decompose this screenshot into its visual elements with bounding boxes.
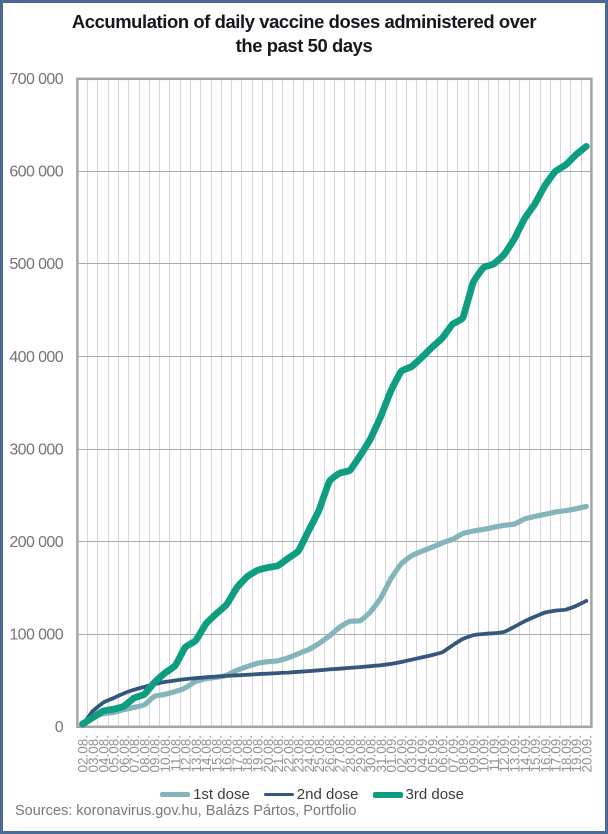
svg-text:03.08.: 03.08. [86, 735, 101, 773]
svg-text:12.08.: 12.08. [179, 735, 194, 773]
svg-text:300 000: 300 000 [9, 441, 63, 458]
svg-text:26.08.: 26.08. [322, 735, 337, 773]
svg-text:31.08.: 31.08. [374, 735, 389, 773]
svg-text:08.08.: 08.08. [137, 735, 152, 773]
svg-text:20.08.: 20.08. [261, 735, 276, 773]
svg-text:700 000: 700 000 [9, 71, 63, 88]
svg-text:21.08.: 21.08. [271, 735, 286, 773]
svg-text:14.09.: 14.09. [518, 735, 533, 773]
svg-text:0: 0 [55, 719, 64, 736]
svg-text:07.08.: 07.08. [127, 735, 142, 773]
svg-text:400 000: 400 000 [9, 349, 63, 366]
svg-text:25.08.: 25.08. [312, 735, 327, 773]
svg-text:09.09.: 09.09. [466, 735, 481, 773]
svg-text:02.09.: 02.09. [394, 735, 409, 773]
svg-text:17.08.: 17.08. [230, 735, 245, 773]
svg-text:18.09.: 18.09. [559, 735, 574, 773]
svg-text:100 000: 100 000 [9, 627, 63, 644]
svg-text:500 000: 500 000 [9, 256, 63, 273]
svg-text:10.08.: 10.08. [158, 735, 173, 773]
svg-text:28.08.: 28.08. [343, 735, 358, 773]
svg-text:200 000: 200 000 [9, 534, 63, 551]
svg-text:30.08.: 30.08. [364, 735, 379, 773]
svg-text:16.09.: 16.09. [538, 735, 553, 773]
svg-text:08.09.: 08.09. [456, 735, 471, 773]
svg-text:06.08.: 06.08. [117, 735, 132, 773]
svg-text:22.08.: 22.08. [281, 735, 296, 773]
svg-text:04.09.: 04.09. [415, 735, 430, 773]
svg-text:17.09.: 17.09. [549, 735, 564, 773]
svg-text:04.08.: 04.08. [96, 735, 111, 773]
svg-text:23.08.: 23.08. [292, 735, 307, 773]
svg-text:07.09.: 07.09. [446, 735, 461, 773]
svg-text:02.08.: 02.08. [76, 735, 91, 773]
svg-text:05.08.: 05.08. [107, 735, 122, 773]
svg-text:19.09.: 19.09. [569, 735, 584, 773]
svg-text:10.09.: 10.09. [477, 735, 492, 773]
svg-text:29.08.: 29.08. [353, 735, 368, 773]
svg-text:15.09.: 15.09. [528, 735, 543, 773]
svg-text:11.08.: 11.08. [168, 735, 183, 772]
svg-text:15.08.: 15.08. [209, 735, 224, 773]
svg-text:27.08.: 27.08. [333, 735, 348, 773]
svg-text:01.09.: 01.09. [384, 735, 399, 773]
svg-text:600 000: 600 000 [9, 164, 63, 181]
svg-text:09.08.: 09.08. [148, 735, 163, 773]
svg-text:20.09.: 20.09. [579, 735, 594, 773]
svg-text:16.08.: 16.08. [220, 735, 235, 773]
svg-text:06.09.: 06.09. [436, 735, 451, 773]
svg-text:19.08.: 19.08. [251, 735, 266, 773]
svg-text:14.08.: 14.08. [199, 735, 214, 773]
svg-text:11.09.: 11.09. [487, 735, 502, 772]
svg-text:12.09.: 12.09. [497, 735, 512, 773]
svg-text:13.08.: 13.08. [189, 735, 204, 773]
svg-text:24.08.: 24.08. [302, 735, 317, 773]
svg-text:05.09.: 05.09. [425, 735, 440, 773]
svg-text:13.09.: 13.09. [508, 735, 523, 773]
svg-text:03.09.: 03.09. [405, 735, 420, 773]
svg-text:18.08.: 18.08. [240, 735, 255, 773]
